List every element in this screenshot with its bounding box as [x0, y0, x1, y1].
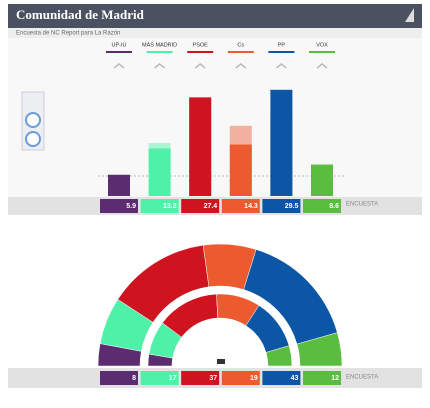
value-label: 14.3	[244, 203, 258, 210]
legend-label: ENCUESTA	[346, 202, 378, 208]
chevron	[275, 63, 287, 69]
seat-box	[262, 371, 301, 385]
value-label: 27.4	[204, 203, 218, 210]
header-bar	[8, 4, 422, 28]
seat-box	[221, 371, 260, 385]
value-box	[181, 199, 220, 213]
chevron	[235, 63, 247, 69]
seat-box	[140, 371, 179, 385]
party-name: PP	[278, 42, 286, 48]
seat-box	[303, 371, 341, 385]
value-label: 5.9	[126, 203, 136, 210]
seat-box	[100, 371, 138, 385]
seat-label: 19	[250, 375, 258, 382]
party-name: UP-IU	[112, 42, 127, 48]
widget-circle	[25, 131, 41, 147]
seat-label: 43	[291, 375, 299, 382]
chevron	[154, 63, 166, 69]
subtitle: Encuesta de NC Report para La Razón	[16, 31, 120, 37]
value-box	[140, 199, 179, 213]
value-box	[100, 199, 138, 213]
center-marker	[217, 359, 225, 364]
seat-label: 12	[331, 375, 339, 382]
bar	[189, 97, 212, 196]
seat-label: 8	[132, 375, 136, 382]
party-name: MÁS MADRID	[142, 41, 177, 48]
value-box	[262, 199, 301, 213]
chevron	[113, 63, 125, 69]
hemicycle-segment	[296, 332, 343, 367]
value-label: 8.6	[329, 203, 339, 210]
party-name: Cs	[237, 42, 244, 48]
widget-circle	[25, 112, 41, 128]
bar-panel	[8, 38, 422, 214]
legend-label: ENCUESTA	[346, 375, 378, 381]
seat-label: 37	[209, 375, 217, 382]
party-name: PSOE	[193, 42, 209, 48]
party-name: VOX	[316, 42, 328, 48]
bar	[108, 174, 130, 196]
bar	[311, 165, 333, 196]
seat-label: 17	[169, 375, 177, 382]
seat-box	[181, 371, 220, 385]
chevron	[316, 63, 328, 69]
value-label: 13.2	[163, 203, 177, 210]
value-label: 29.5	[285, 203, 299, 210]
bar	[270, 89, 293, 196]
bar	[229, 144, 252, 196]
title: Comunidad de Madrid	[16, 7, 145, 22]
logo-icon	[405, 8, 414, 22]
bar	[148, 148, 171, 196]
value-box	[303, 199, 341, 213]
value-box	[221, 199, 260, 213]
subtitle-bar	[8, 28, 422, 38]
chevron	[194, 63, 206, 69]
hemicycle-segment	[265, 345, 293, 367]
